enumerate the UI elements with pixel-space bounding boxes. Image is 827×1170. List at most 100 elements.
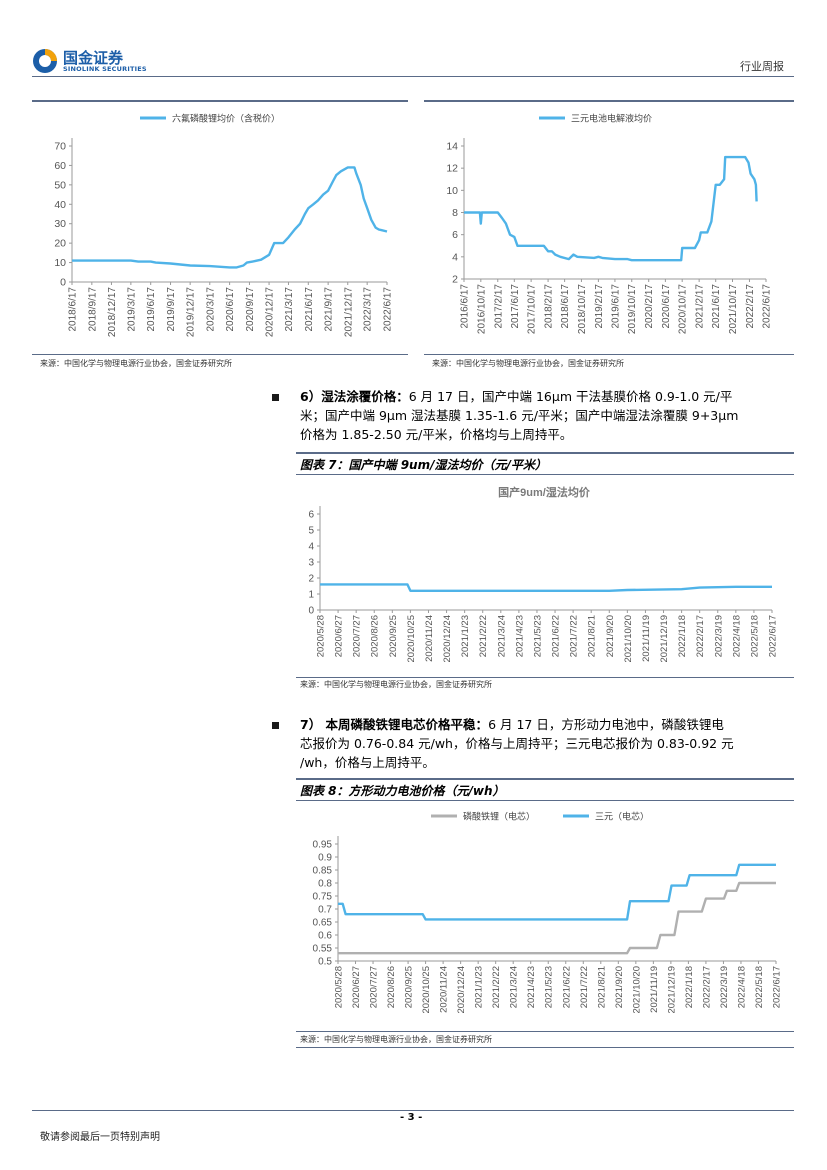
x-tick-label: 2016/10/17: [476, 284, 487, 334]
logo-en: SINOLINK SECURITIES: [63, 65, 147, 73]
fig8-top-rule: [296, 778, 794, 780]
x-tick-label: 2020/7/27: [352, 615, 363, 657]
x-tick-label: 2020/6/27: [334, 615, 345, 657]
x-tick-label: 2016/6/17: [460, 284, 471, 329]
series-line: [338, 863, 776, 921]
x-tick-label: 2022/4/18: [731, 615, 742, 657]
x-tick-label: 2020/3/17: [205, 287, 216, 332]
x-tick-label: 2022/5/18: [754, 966, 765, 1008]
x-tick-label: 2019/12/17: [186, 287, 197, 337]
fig7-bottom-rule: [296, 677, 794, 678]
x-tick-label: 2022/2/17: [701, 966, 712, 1008]
y-tick-label: 0.55: [313, 944, 333, 955]
x-tick-label: 2020/12/24: [442, 615, 453, 663]
source-note-3: 来源：中国化学与物理电源行业协会，国金证券研究所: [300, 680, 492, 689]
y-tick-label: 0: [308, 606, 314, 617]
y-tick-label: 0.95: [313, 840, 333, 851]
y-tick-label: 0.75: [313, 892, 333, 903]
x-tick-label: 2022/6/17: [762, 284, 773, 329]
y-tick-label: 20: [54, 238, 66, 250]
x-tick-label: 2019/2/17: [594, 284, 605, 329]
x-tick-label: 2022/1/18: [677, 615, 688, 657]
x-tick-label: 2020/2/17: [644, 284, 655, 329]
x-tick-label: 2020/12/17: [265, 287, 276, 337]
series-line: [338, 881, 776, 955]
section-7-line3: /wh，价格与上周持平。: [300, 755, 435, 770]
x-tick-label: 2021/10/17: [728, 284, 739, 334]
x-tick-label: 2021/3/24: [496, 615, 507, 657]
x-tick-label: 2020/11/24: [424, 615, 435, 662]
x-tick-label: 2021/11/19: [641, 615, 652, 662]
x-tick-label: 2019/6/17: [146, 287, 157, 332]
x-tick-label: 2021/7/22: [569, 615, 580, 657]
x-tick-label: 2018/6/17: [560, 284, 571, 329]
y-tick-label: 0.7: [318, 905, 332, 916]
legend-label: 磷酸铁锂（电芯）: [463, 811, 535, 822]
x-tick-label: 2022/6/17: [772, 966, 783, 1008]
y-tick-label: 40: [54, 199, 66, 211]
x-tick-label: 2018/2/17: [544, 284, 555, 329]
x-tick-label: 2020/8/26: [386, 966, 397, 1008]
y-tick-label: 50: [54, 179, 66, 191]
series-line: [72, 166, 388, 269]
x-tick-label: 2020/5/28: [334, 966, 345, 1008]
legend-label: 六氟磷酸锂均价（含税价）: [172, 113, 280, 124]
x-tick-label: 2021/12/19: [659, 615, 670, 663]
chart-title: 国产9um/湿法均价: [498, 485, 591, 499]
x-tick-label: 2021/3/17: [284, 287, 295, 332]
x-tick-label: 2020/9/25: [388, 615, 399, 657]
x-tick-label: 2021/2/22: [478, 615, 489, 657]
y-tick-label: 6: [452, 229, 458, 241]
y-tick-label: 0.85: [313, 866, 333, 877]
x-tick-label: 2022/6/17: [768, 615, 779, 657]
y-tick-label: 2: [308, 574, 314, 585]
x-tick-label: 2022/1/18: [684, 966, 695, 1008]
fig7-title: 图表 7：国产中端 9um/湿法均价（元/平米）: [300, 458, 547, 472]
x-tick-label: 2018/12/17: [107, 287, 118, 337]
x-tick-label: 2018/10/17: [577, 284, 588, 334]
chart2-bottom-rule: [424, 354, 794, 355]
x-tick-label: 2021/10/20: [631, 966, 642, 1014]
legend-label: 三元（电芯）: [595, 811, 649, 822]
y-tick-label: 30: [54, 218, 66, 230]
y-tick-label: 4: [308, 542, 314, 553]
x-tick-label: 2021/4/23: [514, 615, 525, 657]
x-tick-label: 2021/9/20: [605, 615, 616, 657]
report-type: 行业周报: [740, 60, 784, 73]
x-tick-label: 2021/10/20: [623, 615, 634, 663]
section-6-heading: 6）湿法涂覆价格：: [300, 389, 409, 404]
chart-cell-price: 磷酸铁锂（电芯） 三元（电芯） 0.5 0.55 0.6 0.65 0.7 0.75 0.8 0.…: [313, 811, 783, 1014]
chart-separator-price: 国产9um/湿法均价 0 1 2 3 4 5 6 2020/5/28 2020/6/27 2020/…: [308, 485, 779, 663]
x-tick-label: 2021/8/21: [587, 615, 598, 657]
x-tick-label: 2018/9/17: [87, 287, 98, 332]
x-tick-label: 2020/5/28: [316, 615, 327, 657]
x-tick-label: 2020/10/17: [678, 284, 689, 334]
x-tick-label: 2021/6/17: [711, 284, 722, 329]
x-tick-label: 2021/1/23: [460, 615, 471, 657]
footer-rule: [32, 1110, 794, 1111]
x-tick-label: 2022/3/19: [713, 615, 724, 657]
x-tick-label: 2021/2/22: [491, 966, 502, 1008]
fig7-title-rule: [296, 474, 794, 475]
y-tick-label: 3: [308, 558, 314, 569]
x-tick-label: 2021/11/19: [649, 966, 660, 1013]
y-tick-label: 60: [54, 160, 66, 172]
y-tick-label: 0.9: [318, 853, 332, 864]
section-6-line1: 6 月 17 日，国产中端 16μm 干法基膜价格 0.9-1.0 元/平: [408, 389, 733, 404]
x-tick-label: 2021/2/17: [695, 284, 706, 329]
x-tick-label: 2022/6/17: [383, 287, 394, 332]
x-tick-label: 2020/10/25: [421, 966, 432, 1014]
page-number: - 3 -: [400, 1112, 423, 1123]
section-7-line1: 6 月 17 日，方形动力电池中，磷酸铁锂电: [488, 717, 724, 732]
y-tick-label: 0.65: [313, 918, 333, 929]
x-tick-label: 2022/3/17: [363, 287, 374, 332]
x-tick-label: 2021/8/21: [596, 966, 607, 1008]
x-tick-label: 2019/10/17: [627, 284, 638, 334]
section-6-line3: 价格为 1.85-2.50 元/平米，价格均与上周持平。: [300, 427, 573, 442]
x-tick-label: 2020/9/17: [245, 287, 256, 332]
section-7-line2: 芯报价为 0.76-0.84 元/wh，价格与上周持平；三元电芯报价为 0.83…: [300, 736, 734, 751]
x-tick-label: 2021/7/22: [579, 966, 590, 1008]
source-note-4: 来源：中国化学与物理电源行业协会，国金证券研究所: [300, 1035, 492, 1044]
legend-label: 三元电池电解液均价: [571, 113, 652, 124]
y-tick-label: 10: [446, 185, 458, 197]
